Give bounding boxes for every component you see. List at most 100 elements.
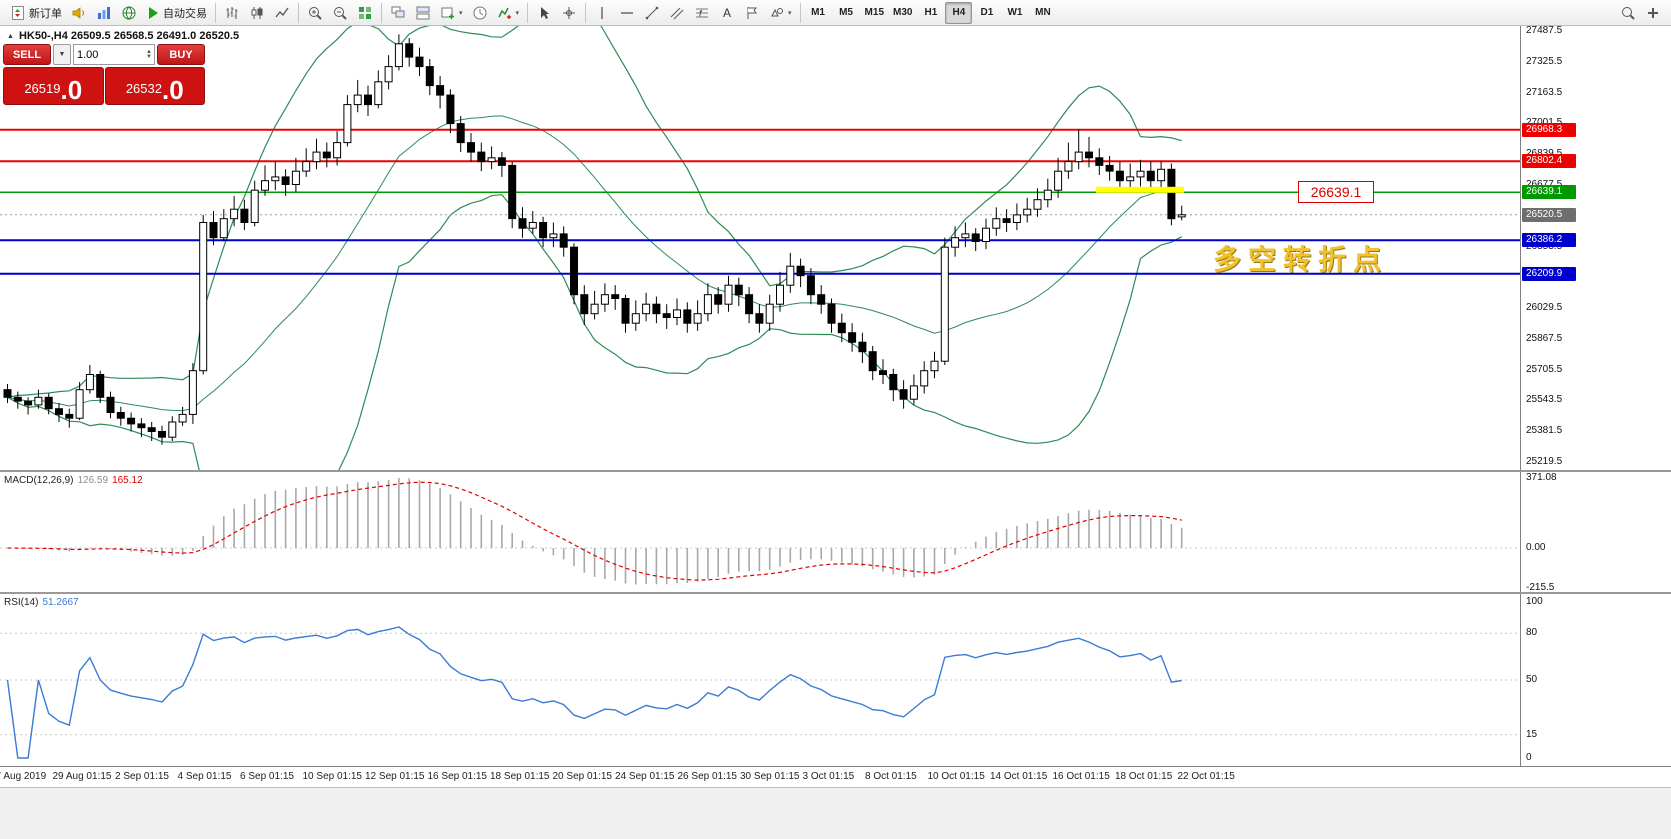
rsi-tick: 0 [1526,752,1532,763]
line-chart-button[interactable] [270,2,294,24]
cursor-button[interactable] [532,2,556,24]
timeframe-mn-button[interactable]: MN [1035,7,1051,18]
arrange-horizontal-button[interactable] [411,2,435,24]
rsi-tick: 50 [1526,674,1538,685]
charts-button[interactable] [92,2,116,24]
volume-dropdown-button[interactable]: ▼ [53,44,71,65]
candles-icon [249,5,265,21]
tile-windows-button[interactable] [353,2,377,24]
svg-text:f: f [699,8,703,18]
main-price-chart[interactable] [0,26,1520,470]
price-label-26386.2: 26386.2 [1522,233,1576,247]
macd-tick: -215.5 [1526,582,1555,592]
cascade-windows-button[interactable] [386,2,410,24]
macd-axis[interactable]: 371.08 0.00 -215.5 [1520,472,1671,592]
shapes-button[interactable]: ▾ [765,2,796,24]
buy-button[interactable]: BUY [157,44,205,65]
rsi-title: RSI(14) [4,597,39,608]
new-chart-button[interactable]: ▾ [436,2,467,24]
price-tick: 25867.5 [1526,333,1563,344]
sell-button[interactable]: SELL [3,44,51,65]
price-tick: 26677.5 [1526,179,1562,190]
autotrading-button[interactable]: 自动交易 [142,2,211,24]
timeframe-h1-button[interactable]: H1 [924,7,938,18]
price-callout-26639[interactable]: 26639.1 [1298,181,1374,203]
line-chart-icon [274,5,290,21]
timeframe-h4-button[interactable]: H4 [945,1,973,24]
time-label: 16 Oct 01:15 [1052,771,1110,782]
bollinger-lower [7,194,1182,470]
chinese-annotation[interactable]: 多空转折点 [1213,244,1389,275]
text-icon: A [719,5,735,21]
volume-stepper[interactable]: ▲ ▼ [146,48,152,60]
price-tick: 27001.5 [1526,117,1562,128]
sell-price-display[interactable]: 26519.0 [3,67,104,105]
buy-price-display[interactable]: 26532.0 [104,67,205,105]
horizontal-line-button[interactable] [615,2,639,24]
label-button[interactable] [740,2,764,24]
buy-price-main: 26532 [125,81,162,96]
time-label: 14 Oct 01:15 [990,771,1048,782]
timeframe-m1-button[interactable]: M1 [811,7,825,18]
time-axis[interactable]: 27 Aug 2019 29 Aug 01:152 Sep 01:15 4 Sep … [0,766,1671,787]
timeframe-d1-button[interactable]: D1 [980,7,994,18]
timeframe-m5-button[interactable]: M5 [839,7,853,18]
add-window-button[interactable] [1641,2,1665,24]
rsi-tick: 80 [1526,627,1538,638]
channel-button[interactable] [665,2,689,24]
sell-price-big: .0 [60,75,83,105]
macd-title: MACD(12,26,9) [4,475,74,486]
time-label: 29 Aug 01:15 [52,771,112,782]
vertical-line-button[interactable] [590,2,614,24]
auto-scroll-button[interactable] [468,2,492,24]
cascade-icon [390,5,406,21]
alerts-button[interactable] [67,2,91,24]
time-label: 26 Sep 01:15 [677,771,738,782]
new-order-icon [10,5,26,21]
symbol-ohlc-text: HK50-,H4 26509.5 26568.5 26491.0 26520.5 [18,30,240,42]
status-strip [0,787,1671,839]
bars-chart-button[interactable] [220,2,244,24]
new-order-button[interactable]: 新订单 [6,2,66,24]
crosshair-button[interactable] [557,2,581,24]
macd-splitter[interactable] [0,470,1671,472]
price-label-26968.3: 26968.3 [1522,123,1576,137]
time-label: 30 Sep 01:15 [740,771,800,782]
new-chart-icon [440,5,456,21]
buy-price-big: .0 [161,75,184,105]
market-watch-button[interactable] [117,2,141,24]
price-axis[interactable]: 27487.5 27325.5 27163.5 27001.5 26839.5 26677… [1520,26,1671,470]
zoom-in-button[interactable] [303,2,327,24]
price-label-26209.9: 26209.9 [1522,267,1576,281]
text-button[interactable]: A [715,2,739,24]
oneclick-collapse-icon[interactable]: ▲ [7,32,14,40]
rsi-splitter[interactable] [0,592,1671,594]
price-tick: 25543.5 [1526,394,1563,405]
timeframe-m15-button[interactable]: M15 [864,7,884,18]
rsi-value: 51.2667 [42,597,79,608]
timeframe-w1-button[interactable]: W1 [1007,7,1023,18]
vline-icon [594,5,610,21]
bar-chart-colored-icon [96,5,112,21]
timeframe-m30-button[interactable]: M30 [893,7,913,18]
shapes-icon [769,5,785,21]
trendline-button[interactable] [640,2,664,24]
indicators-button[interactable]: ▾ [493,2,524,24]
macd-panel[interactable] [0,472,1520,592]
fibonacci-button[interactable]: f [690,2,714,24]
chevron-down-icon: ▾ [788,9,792,17]
toolbar-separator [799,2,801,23]
volume-input[interactable] [74,48,147,61]
yellow-highlight-line[interactable] [1096,186,1184,193]
rsi-label: RSI(14) 51.2667 [4,597,79,608]
rsi-axis[interactable]: 100 80 50 15 0 [1520,594,1671,766]
search-button[interactable] [1616,2,1640,24]
zoom-out-button[interactable] [328,2,352,24]
rsi-panel[interactable] [0,594,1520,766]
time-label: 18 Sep 01:15 [490,771,550,782]
candlestick-chart-button[interactable] [245,2,269,24]
price-tick: 25381.5 [1526,425,1563,436]
fibo-icon: f [694,5,710,21]
macd-signal-line [7,481,1182,581]
sell-price-main: 26519 [24,81,61,96]
